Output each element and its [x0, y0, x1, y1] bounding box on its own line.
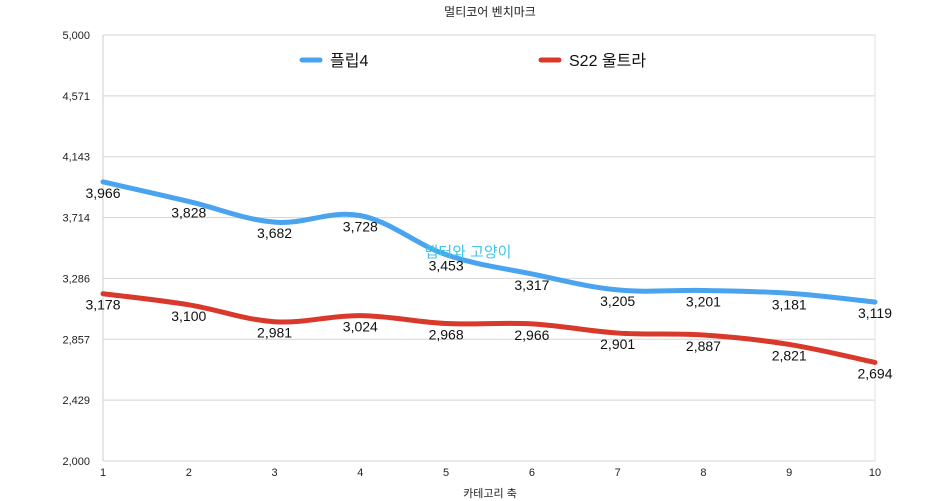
y-tick-label: 2,429 [62, 395, 90, 407]
data-label: 2,966 [514, 327, 549, 343]
x-axis-label: 카테고리 축 [463, 487, 517, 500]
data-label: 3,178 [85, 297, 120, 313]
y-tick-label: 3,286 [62, 273, 90, 285]
data-label: 3,100 [171, 308, 206, 324]
data-label: 3,181 [772, 296, 807, 312]
series-lines [100, 179, 878, 365]
y-axis-ticks: 2,000 2,429 2,857 3,286 3,714 4,143 4,571 5,000 [62, 30, 90, 468]
watermark-text: 랩터와 고양이 [425, 244, 512, 261]
data-label: 3,205 [600, 293, 635, 309]
data-label: 2,901 [600, 336, 635, 352]
data-label: 2,887 [686, 338, 721, 354]
data-labels: 3,966 3,828 3,682 3,728 3,453 3,317 3,205 3,201… [85, 185, 892, 382]
x-tick-label: 3 [271, 467, 277, 479]
data-label: 3,119 [858, 305, 892, 321]
y-tick-label: 2,857 [62, 334, 90, 346]
x-tick-label: 6 [529, 467, 535, 479]
x-tick-label: 5 [443, 467, 449, 479]
y-tick-label: 2,000 [62, 456, 90, 468]
legend: 플립4 S22 울트라 [299, 52, 646, 70]
data-label: 3,201 [686, 293, 721, 309]
data-label: 3,966 [85, 185, 120, 201]
y-tick-label: 4,571 [62, 91, 90, 103]
series-line-2 [100, 291, 878, 365]
data-label: 3,317 [514, 277, 549, 293]
data-label: 3,024 [343, 319, 378, 335]
x-tick-label: 7 [615, 467, 621, 479]
x-axis-ticks: 1 2 3 4 5 6 7 8 9 10 [100, 467, 881, 479]
x-tick-label: 10 [869, 467, 881, 479]
x-tick-label: 1 [100, 467, 106, 479]
chart-title: 멀티코어 벤치마크 [444, 5, 536, 19]
data-label: 3,728 [343, 219, 378, 235]
data-label: 2,694 [857, 365, 892, 381]
data-label: 2,821 [772, 347, 807, 363]
x-tick-label: 2 [186, 467, 192, 479]
x-tick-label: 9 [786, 467, 792, 479]
series-line-1 [100, 179, 878, 305]
y-tick-label: 3,714 [62, 213, 90, 225]
x-tick-label: 8 [700, 467, 706, 479]
data-label: 3,453 [429, 258, 464, 274]
legend-label-1: 플립4 [330, 52, 368, 70]
data-label: 2,981 [257, 325, 292, 341]
data-label: 3,828 [171, 204, 206, 220]
legend-label-2: S22 울트라 [569, 52, 646, 70]
x-tick-label: 4 [357, 467, 363, 479]
data-label: 2,968 [429, 327, 464, 343]
y-tick-label: 4,143 [62, 152, 90, 164]
data-label: 3,682 [257, 225, 292, 241]
y-tick-label: 5,000 [62, 30, 90, 42]
grid [102, 34, 876, 462]
